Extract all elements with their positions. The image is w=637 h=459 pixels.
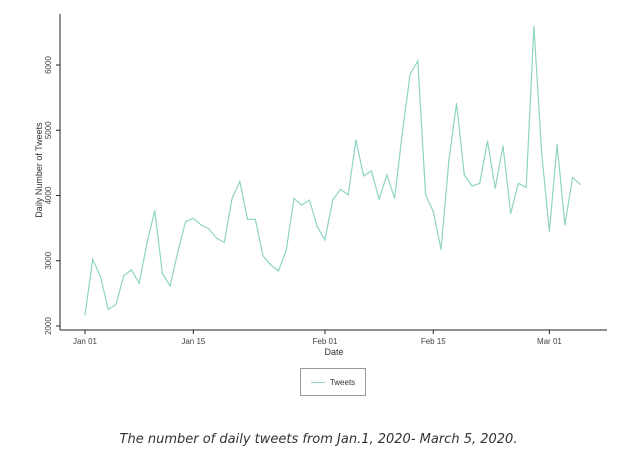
data-point	[556, 143, 558, 145]
data-point	[115, 303, 117, 306]
data-point	[541, 152, 543, 155]
data-point	[486, 140, 489, 142]
data-point	[394, 197, 396, 200]
data-point	[223, 241, 225, 244]
y-tick-label: 5000	[44, 121, 53, 139]
data-point	[246, 218, 249, 220]
data-point	[99, 275, 102, 278]
data-point	[502, 145, 504, 147]
data-point	[471, 185, 473, 187]
data-point	[107, 308, 109, 310]
legend: Tweets	[300, 368, 366, 396]
x-tick-label: Mar 01	[537, 337, 562, 346]
data-point	[316, 225, 318, 228]
data-point	[463, 174, 465, 176]
x-tick-label: Feb 15	[421, 337, 446, 346]
data-point	[332, 199, 334, 201]
data-point	[123, 275, 125, 277]
data-point	[92, 258, 94, 261]
data-point	[409, 73, 411, 75]
data-point	[161, 272, 163, 275]
data-point	[192, 217, 194, 219]
data-point	[533, 25, 535, 28]
data-point	[510, 212, 512, 215]
data-point	[231, 197, 233, 200]
data-point	[254, 218, 256, 220]
data-point	[347, 194, 349, 196]
x-tick-label: Feb 01	[312, 337, 337, 346]
data-point	[494, 187, 496, 189]
x-axis-title: Date	[324, 347, 343, 357]
data-point	[177, 251, 179, 253]
y-tick-label: 6000	[44, 56, 53, 74]
data-point	[239, 180, 241, 183]
data-point	[548, 231, 551, 233]
data-point	[579, 183, 581, 186]
data-point	[208, 228, 210, 230]
data-point	[455, 102, 458, 105]
y-tick-label: 4000	[44, 186, 53, 204]
data-point	[417, 60, 419, 62]
y-tick-label: 3000	[44, 251, 53, 269]
data-point	[262, 255, 264, 257]
data-point	[370, 170, 372, 172]
y-axis-title: Daily Number of Tweets	[34, 122, 44, 218]
data-point	[479, 182, 481, 185]
legend-swatch-tweets	[310, 381, 325, 383]
data-point	[525, 186, 527, 188]
data-point	[324, 239, 326, 241]
data-point	[270, 264, 272, 266]
data-point	[355, 139, 357, 141]
data-point	[154, 209, 156, 212]
data-point	[424, 194, 427, 196]
figure-caption: The number of daily tweets from Jan.1, 2…	[119, 432, 518, 447]
series-line-tweets	[84, 26, 581, 315]
data-point	[130, 269, 133, 271]
data-point	[293, 197, 295, 200]
data-point	[277, 270, 280, 272]
x-tick-label: Jan 15	[181, 337, 206, 346]
data-point	[301, 204, 303, 206]
legend-label-tweets: Tweets	[329, 377, 356, 387]
data-point	[401, 132, 403, 134]
data-point	[440, 248, 442, 250]
data-point	[339, 188, 342, 190]
data-point	[564, 224, 566, 226]
data-point	[378, 198, 380, 200]
data-point	[84, 314, 86, 316]
data-point	[285, 250, 287, 252]
data-point	[448, 160, 450, 163]
y-tick-label: 2000	[44, 317, 53, 335]
data-point	[215, 237, 218, 239]
data-point	[138, 282, 140, 284]
data-point	[432, 210, 434, 213]
data-point	[169, 285, 171, 287]
data-point	[517, 182, 520, 185]
data-point	[146, 242, 148, 245]
data-point	[200, 224, 202, 226]
data-point	[363, 175, 365, 177]
data-point	[308, 199, 311, 201]
x-tick-label: Jan 01	[73, 337, 98, 346]
data-point	[185, 221, 187, 223]
data-point	[386, 174, 388, 176]
data-point	[572, 176, 574, 179]
